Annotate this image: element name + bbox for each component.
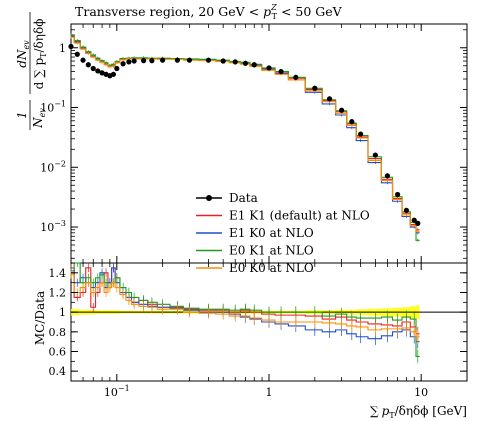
data-point bbox=[174, 57, 180, 63]
legend-item-2: E1 K0 at NLO bbox=[196, 226, 314, 240]
data-point bbox=[278, 68, 284, 75]
main-y-tick-label-3: 10−3 bbox=[40, 219, 66, 234]
ratio-y-tick-label-2: 0.8 bbox=[49, 326, 67, 339]
data-point bbox=[80, 57, 86, 63]
legend-label: E1 K1 (default) at NLO bbox=[229, 209, 370, 223]
data-point bbox=[339, 107, 345, 113]
mc-step-line bbox=[71, 36, 420, 232]
x-tick-label-1: 1 bbox=[266, 386, 273, 399]
main-y-tick-label-2: 10−2 bbox=[40, 159, 66, 174]
ratio-series-3 bbox=[70, 270, 420, 344]
data-point bbox=[293, 74, 299, 80]
title-sup: Z bbox=[270, 3, 277, 12]
data-point bbox=[326, 96, 333, 102]
data-point bbox=[110, 71, 117, 77]
data-point bbox=[349, 119, 355, 125]
ylabel-frac-bottom: d ∑ pT/δηδϕ bbox=[32, 19, 48, 90]
data-point bbox=[131, 58, 137, 64]
ratio-y-tick-label-4: 1.2 bbox=[49, 287, 67, 300]
x-tick-label-0: 10−1 bbox=[104, 384, 130, 399]
main-plot-area: 1 10−1 10−2 10−3 bbox=[40, 23, 468, 264]
title-suffix: < 50 GeV bbox=[277, 4, 343, 19]
data-point bbox=[99, 70, 105, 76]
data-point bbox=[415, 220, 421, 227]
chart-title: Transverse region, 20 GeV < pZ T < 50 GeV bbox=[75, 3, 343, 21]
main-ylabel: 1 Nev dNev d ∑ pT/δηδϕ bbox=[15, 12, 48, 130]
data-point bbox=[186, 57, 193, 63]
data-point bbox=[312, 85, 318, 91]
ratio-y-tick-label-5: 1.4 bbox=[49, 267, 67, 280]
legend-item-1: E1 K1 (default) at NLO bbox=[196, 209, 370, 223]
ratio-step-line bbox=[71, 262, 420, 357]
main-series-0 bbox=[68, 43, 421, 227]
legend-label: E0 K0 at NLO bbox=[229, 261, 314, 275]
legend-label: E1 K0 at NLO bbox=[229, 226, 314, 240]
data-point bbox=[114, 65, 120, 72]
ratio-step-line bbox=[71, 274, 420, 338]
ylabel-prefactor-top: 1 bbox=[15, 111, 29, 119]
data-point bbox=[411, 217, 417, 223]
legend-item-0: Data bbox=[196, 191, 258, 205]
title-sub: T bbox=[272, 12, 278, 21]
legend-label: E0 K1 at NLO bbox=[229, 244, 314, 258]
data-point bbox=[120, 61, 126, 67]
title-var: p bbox=[263, 4, 271, 19]
legend-item-4: E0 K0 at NLO bbox=[196, 261, 314, 275]
ratio-y-tick-label-0: 0.4 bbox=[49, 365, 67, 378]
x-tick-label-2: 10 bbox=[414, 386, 428, 399]
data-point bbox=[85, 62, 91, 68]
data-point bbox=[251, 62, 257, 68]
data-point bbox=[126, 59, 132, 65]
data-point bbox=[372, 152, 378, 158]
data-point bbox=[68, 43, 74, 50]
ylabel-frac-top: dNev bbox=[15, 40, 31, 68]
data-point bbox=[266, 65, 272, 71]
legend-label: Data bbox=[229, 191, 258, 205]
data-point bbox=[149, 58, 155, 64]
legend-marker bbox=[206, 195, 212, 201]
ratio-y-tick-label-1: 0.6 bbox=[49, 346, 67, 359]
data-point bbox=[232, 59, 238, 65]
data-point bbox=[90, 65, 96, 72]
data-point bbox=[220, 58, 226, 64]
data-point bbox=[205, 57, 212, 63]
data-point bbox=[395, 191, 401, 198]
legend: Data E1 K1 (default) at NLO E1 K0 at NLO E0… bbox=[196, 191, 370, 275]
data-point bbox=[160, 57, 166, 63]
ylabel-prefactor-bottom: Nev bbox=[31, 108, 47, 129]
data-point bbox=[242, 60, 249, 66]
ratio-step-line bbox=[71, 267, 420, 343]
data-point bbox=[141, 58, 147, 64]
ratio-step-line bbox=[71, 267, 420, 335]
data-point bbox=[358, 131, 364, 137]
data-point bbox=[74, 51, 80, 57]
title-prefix: Transverse region, 20 GeV < bbox=[75, 4, 263, 19]
ratio-y-tick-label-3: 1 bbox=[59, 306, 66, 319]
x-axis-label: ∑ pT/δηδϕ [GeV] bbox=[370, 404, 467, 420]
ratio-ylabel: MC/Data bbox=[33, 291, 47, 345]
data-point bbox=[403, 207, 410, 213]
data-point bbox=[95, 68, 101, 74]
ratio-plot-area: 0.4 0.6 0.8 1 1.2 1.4 10−1 1 10 bbox=[49, 262, 468, 399]
main-y-tick-label-0: 1 bbox=[59, 42, 66, 55]
data-point bbox=[384, 173, 391, 179]
legend-item-3: E0 K1 at NLO bbox=[196, 244, 314, 258]
main-y-tick-label-1: 10−1 bbox=[40, 100, 66, 115]
